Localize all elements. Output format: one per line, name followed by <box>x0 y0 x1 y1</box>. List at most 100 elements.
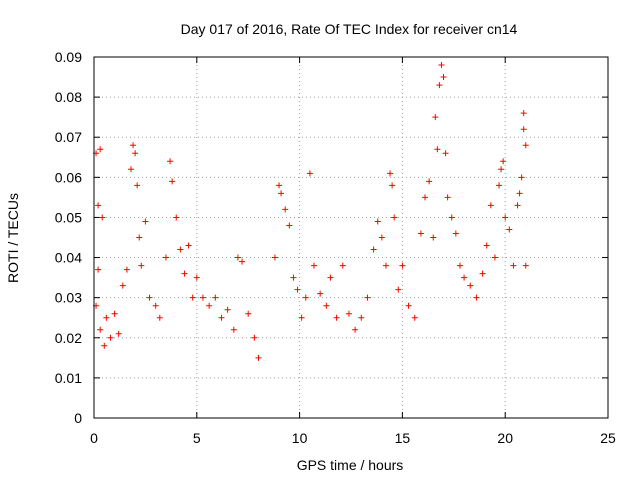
data-point <box>95 202 102 209</box>
data-point <box>483 242 490 249</box>
data-point <box>502 214 509 221</box>
data-point <box>520 126 527 133</box>
data-point <box>345 310 352 317</box>
data-point <box>434 146 441 153</box>
data-point <box>251 334 258 341</box>
data-point <box>103 314 110 321</box>
data-point <box>339 262 346 269</box>
data-point <box>310 262 317 269</box>
x-tick-label: 25 <box>600 430 616 446</box>
data-point <box>432 114 439 121</box>
data-point <box>95 266 102 273</box>
data-point <box>438 62 445 69</box>
x-tick-label: 10 <box>292 430 308 446</box>
data-point <box>119 282 126 289</box>
data-point <box>522 262 529 269</box>
data-point <box>276 182 283 189</box>
data-point <box>255 354 262 361</box>
data-point <box>370 246 377 253</box>
data-point <box>417 230 424 237</box>
data-point <box>101 342 108 349</box>
x-tick-label: 0 <box>90 430 98 446</box>
data-point <box>522 142 529 149</box>
data-point <box>97 326 104 333</box>
y-tick-label: 0 <box>74 410 82 426</box>
data-point <box>520 110 527 117</box>
data-point <box>426 178 433 185</box>
data-point <box>111 310 118 317</box>
data-point <box>152 302 159 309</box>
data-point <box>130 142 137 149</box>
data-point <box>327 274 334 281</box>
y-tick-label: 0.04 <box>55 250 82 266</box>
x-axis-ticks: 0 5 10 15 20 25 <box>90 57 616 446</box>
data-point <box>99 214 106 221</box>
data-point <box>212 294 219 301</box>
data-points <box>93 62 529 361</box>
data-point <box>167 158 174 165</box>
data-point <box>206 302 213 309</box>
data-point <box>498 166 505 173</box>
data-point <box>177 246 184 253</box>
data-point <box>282 206 289 213</box>
data-point <box>487 202 494 209</box>
data-point <box>218 314 225 321</box>
data-point <box>173 214 180 221</box>
data-point <box>473 294 480 301</box>
data-point <box>97 146 104 153</box>
grid-lines <box>94 57 608 418</box>
data-point <box>422 194 429 201</box>
data-point <box>142 218 149 225</box>
data-point <box>132 150 139 157</box>
data-point <box>352 326 359 333</box>
data-point <box>496 182 503 189</box>
data-point <box>444 194 451 201</box>
data-point <box>286 222 293 229</box>
data-point <box>448 214 455 221</box>
data-point <box>491 254 498 261</box>
data-point <box>146 294 153 301</box>
data-point <box>374 218 381 225</box>
data-point <box>230 326 237 333</box>
y-tick-label: 0.07 <box>55 129 82 145</box>
data-point <box>436 82 443 89</box>
data-point <box>514 202 521 209</box>
y-axis-ticks: 0 0.01 0.02 0.03 0.04 0.05 0.06 0.07 0.08 0.09 <box>55 49 608 426</box>
data-point <box>189 294 196 301</box>
data-point <box>440 74 447 81</box>
x-axis-label: GPS time / hours <box>297 457 404 473</box>
data-point <box>234 254 241 261</box>
data-point <box>456 262 463 269</box>
y-tick-label: 0.08 <box>55 89 82 105</box>
data-point <box>128 166 135 173</box>
data-point <box>399 262 406 269</box>
data-point <box>387 170 394 177</box>
data-point <box>306 170 313 177</box>
y-tick-label: 0.02 <box>55 330 82 346</box>
data-point <box>115 330 122 337</box>
data-point <box>391 214 398 221</box>
data-point <box>298 314 305 321</box>
data-point <box>193 274 200 281</box>
data-point <box>138 262 145 269</box>
data-point <box>461 274 468 281</box>
data-point <box>107 334 114 341</box>
data-point <box>395 286 402 293</box>
data-point <box>510 262 517 269</box>
x-tick-label: 15 <box>395 430 411 446</box>
data-point <box>378 234 385 241</box>
x-tick-label: 20 <box>497 430 513 446</box>
data-point <box>405 302 412 309</box>
data-point <box>389 182 396 189</box>
data-point <box>358 314 365 321</box>
data-point <box>181 270 188 277</box>
data-point <box>162 254 169 261</box>
data-point <box>302 294 309 301</box>
y-tick-label: 0.01 <box>55 370 82 386</box>
y-tick-label: 0.06 <box>55 169 82 185</box>
data-point <box>278 190 285 197</box>
data-point <box>271 254 278 261</box>
data-point <box>518 174 525 181</box>
chart-title: Day 017 of 2016, Rate Of TEC Index for r… <box>181 21 518 37</box>
